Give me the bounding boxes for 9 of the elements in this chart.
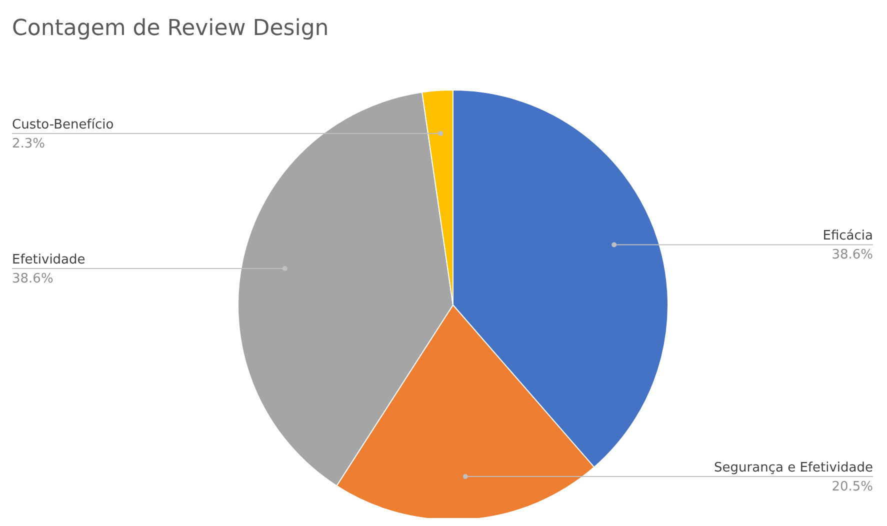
data-label: 20.5% xyxy=(832,480,873,495)
data-label: 38.6% xyxy=(12,272,54,287)
data-label: 38.6% xyxy=(832,248,873,263)
chart-title: Contagem de Review Design xyxy=(12,16,329,41)
slice-label: Custo-Benefício xyxy=(12,117,114,132)
data-label: 2.3% xyxy=(12,136,46,152)
slice-label: Segurança e Efetividade xyxy=(714,460,873,476)
slice-label: Eficácia xyxy=(822,228,873,244)
slice-label: Efetividade xyxy=(12,252,86,268)
